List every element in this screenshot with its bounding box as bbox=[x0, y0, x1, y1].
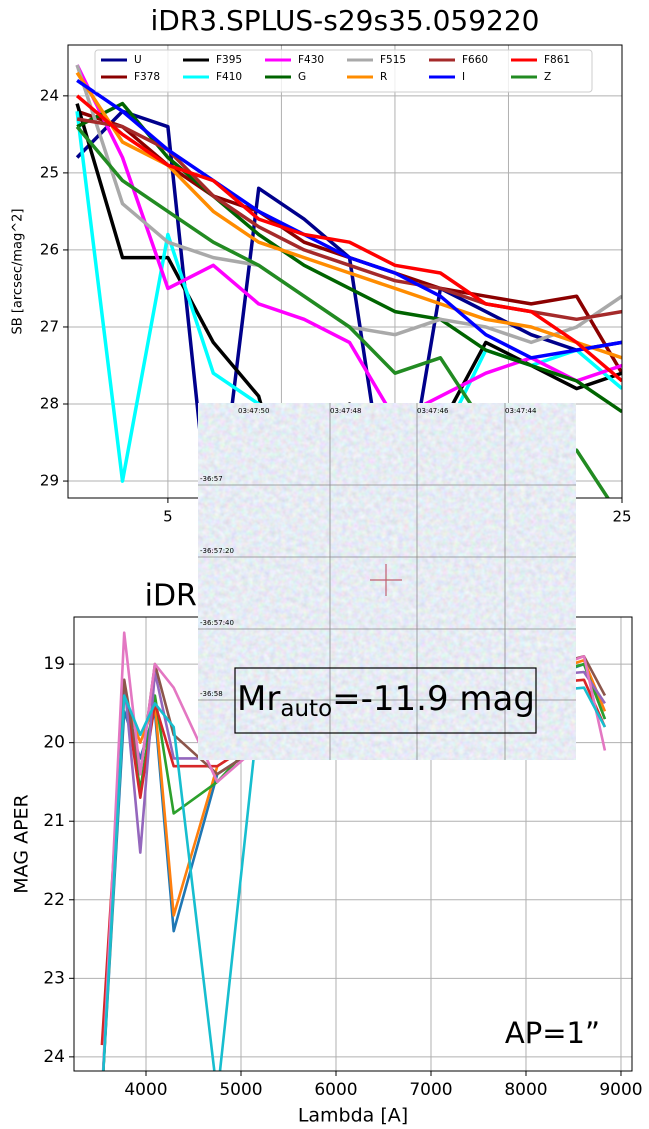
y-tick-label: 26 bbox=[40, 240, 59, 258]
y-tick-label: 22 bbox=[43, 890, 65, 910]
legend-label: F515 bbox=[380, 54, 406, 66]
legend-label: F861 bbox=[544, 54, 570, 66]
legend-label: F430 bbox=[298, 54, 324, 66]
dec-label: -36:57:20 bbox=[200, 547, 234, 555]
ra-labels: 03:47:50 03:47:48 03:47:46 03:47:44 bbox=[238, 407, 537, 415]
ra-label: 03:47:48 bbox=[330, 407, 361, 415]
legend-label: I bbox=[462, 71, 465, 83]
legend-label: R bbox=[380, 71, 387, 83]
ra-label: 03:47:46 bbox=[417, 407, 449, 415]
y-axis-label: SB [arcsec/mag^2] bbox=[11, 209, 26, 335]
y-tick-label: 19 bbox=[43, 654, 65, 674]
magnitude-subscript: auto bbox=[280, 696, 332, 722]
x-tick-label: 6000 bbox=[314, 1080, 357, 1100]
x-axis-label: Lambda [A] bbox=[298, 1105, 408, 1127]
y-tick-label: 25 bbox=[40, 163, 59, 181]
legend-label: F410 bbox=[216, 71, 242, 83]
y-tick-label: 28 bbox=[40, 395, 59, 413]
x-tick-label: 9000 bbox=[599, 1080, 642, 1100]
y-tick-label: 29 bbox=[40, 472, 59, 490]
y-axis-label: MAG APER bbox=[11, 794, 33, 893]
series-line bbox=[75, 71, 622, 360]
label-box bbox=[234, 667, 537, 734]
series-line bbox=[76, 101, 622, 414]
y-tick-label: 23 bbox=[43, 968, 65, 988]
image-background bbox=[198, 403, 576, 760]
legend-label: Z bbox=[544, 71, 551, 83]
legend-label: G bbox=[298, 71, 306, 83]
ra-label: 03:47:44 bbox=[505, 407, 537, 415]
dec-label: -36:58 bbox=[200, 690, 223, 698]
x-tick-label: 4000 bbox=[124, 1080, 167, 1100]
dec-label: -36:57:40 bbox=[200, 619, 234, 627]
chart-title: iDR3.SPLUS-s29s35.059220 bbox=[151, 4, 540, 37]
legend: U F378 F395 F410 F430 G F515 R F660 I F861 Z bbox=[94, 49, 593, 93]
x-tick-label: 7000 bbox=[409, 1080, 452, 1100]
y-tick-label: 24 bbox=[43, 1047, 65, 1067]
magnitude-prefix: Mr bbox=[237, 679, 280, 719]
y-tick-label: 24 bbox=[40, 86, 59, 104]
x-tick-label: 5000 bbox=[219, 1080, 262, 1100]
x-tick-label: 8000 bbox=[504, 1080, 547, 1100]
dec-labels: -36:57 -36:57:20 -36:57:40 -36:58 bbox=[200, 475, 234, 698]
y-tick-label: 21 bbox=[43, 811, 65, 831]
magnitude-label: Mrauto=-11.9 mag bbox=[237, 679, 535, 722]
legend-box bbox=[94, 49, 593, 93]
annotation: AP=1” bbox=[505, 1016, 600, 1050]
magnitude-suffix: =-11.9 mag bbox=[332, 679, 535, 719]
dec-label: -36:57 bbox=[200, 475, 223, 483]
legend-label: F660 bbox=[462, 54, 488, 66]
legend-label: F395 bbox=[216, 54, 242, 66]
y-tick-label: 27 bbox=[40, 317, 59, 335]
legend-label: U bbox=[134, 54, 142, 66]
target-marker bbox=[370, 564, 402, 596]
ra-label: 03:47:50 bbox=[238, 407, 269, 415]
series-line bbox=[76, 78, 622, 360]
x-tick-label: 5 bbox=[163, 508, 173, 526]
x-tick-label: 25 bbox=[612, 508, 631, 526]
chart: iDR3.SPLUS-s29s35.0592202425262728295101… bbox=[11, 4, 632, 526]
plot-area bbox=[75, 64, 622, 498]
coordinate-grid bbox=[198, 403, 576, 760]
series-line bbox=[75, 94, 622, 383]
y-tick-label: 20 bbox=[43, 733, 65, 753]
legend-label: F378 bbox=[134, 71, 160, 83]
sky-image: 03:47:50 03:47:48 03:47:46 03:47:44 -36:… bbox=[198, 403, 576, 760]
